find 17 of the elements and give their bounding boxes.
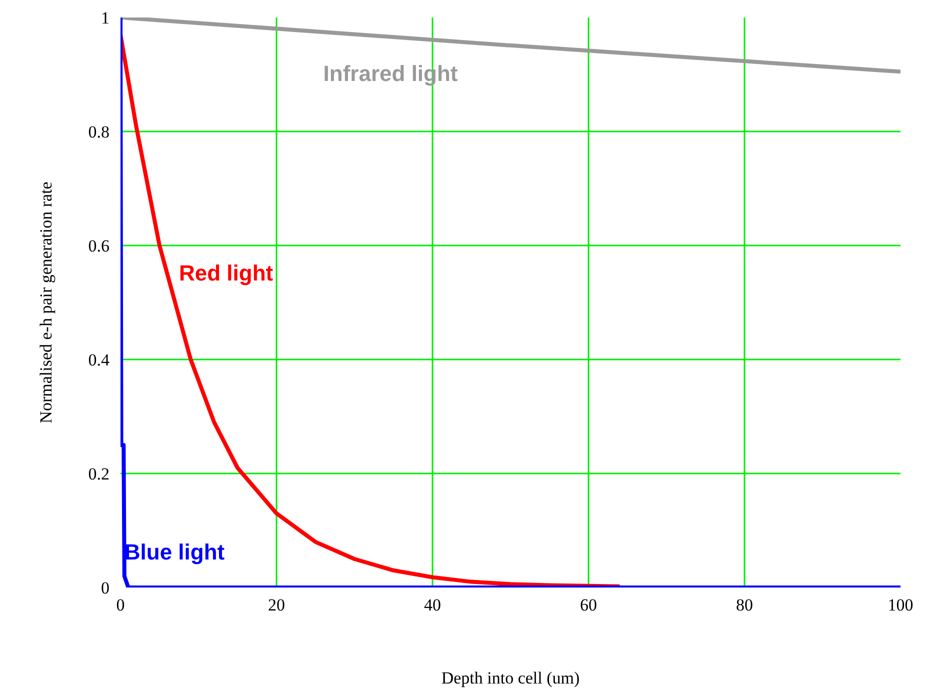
y-tick-label: 0.8 xyxy=(88,122,110,142)
x-tick-label: 60 xyxy=(580,596,597,614)
x-tick-label: 80 xyxy=(736,596,753,614)
x-axis-title: Depth into cell (um) xyxy=(441,668,580,688)
y-tick-label: 0.4 xyxy=(88,350,110,370)
y-tick-label: 0.6 xyxy=(88,236,110,256)
line-series xyxy=(120,18,900,588)
x-tick-label: 0 xyxy=(116,596,125,614)
y-axis-title: Normalised e-h pair generation rate xyxy=(36,182,56,424)
x-tick-label: 100 xyxy=(888,596,914,614)
x-tick-label: 20 xyxy=(268,596,285,614)
y-tick-label: 0.2 xyxy=(88,464,110,484)
series-label: Red light xyxy=(179,260,274,286)
y-tick-label: 0 xyxy=(101,578,110,598)
series-label: Blue light xyxy=(124,540,226,565)
x-tick-label: 40 xyxy=(424,596,441,614)
y-tick-label: 1 xyxy=(101,8,110,28)
